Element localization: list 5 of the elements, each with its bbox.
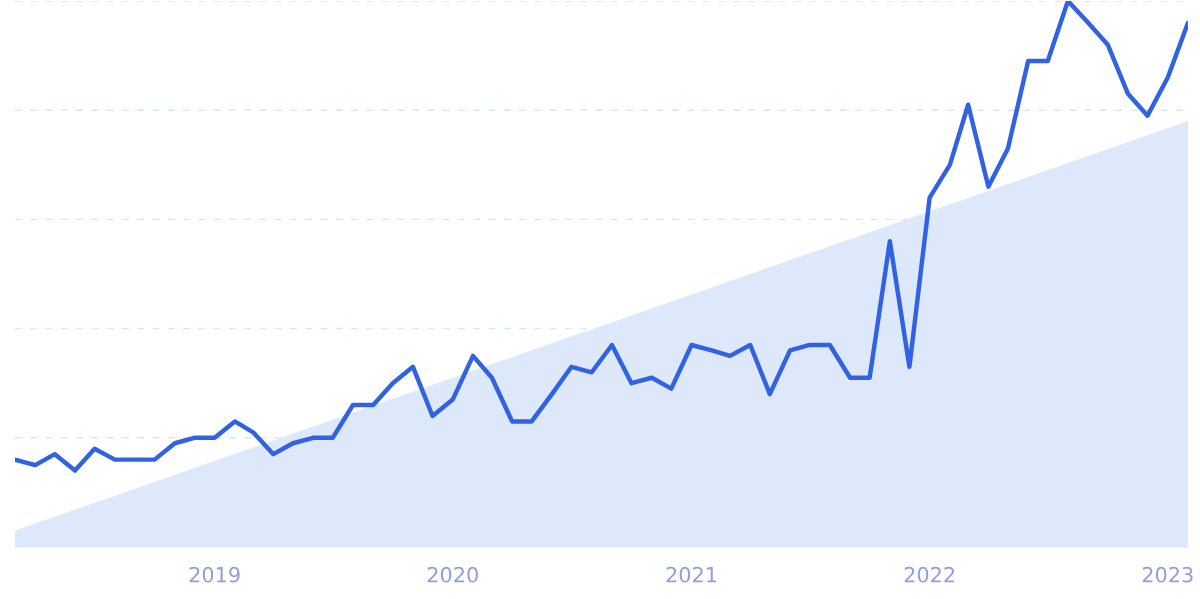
x-tick-label: 2019 [189, 566, 240, 583]
x-tick-label: 2020 [427, 566, 478, 583]
x-tick-label: 2021 [666, 566, 717, 583]
x-tick-label: 2023 [1142, 566, 1193, 583]
x-tick-label: 2022 [904, 566, 955, 583]
